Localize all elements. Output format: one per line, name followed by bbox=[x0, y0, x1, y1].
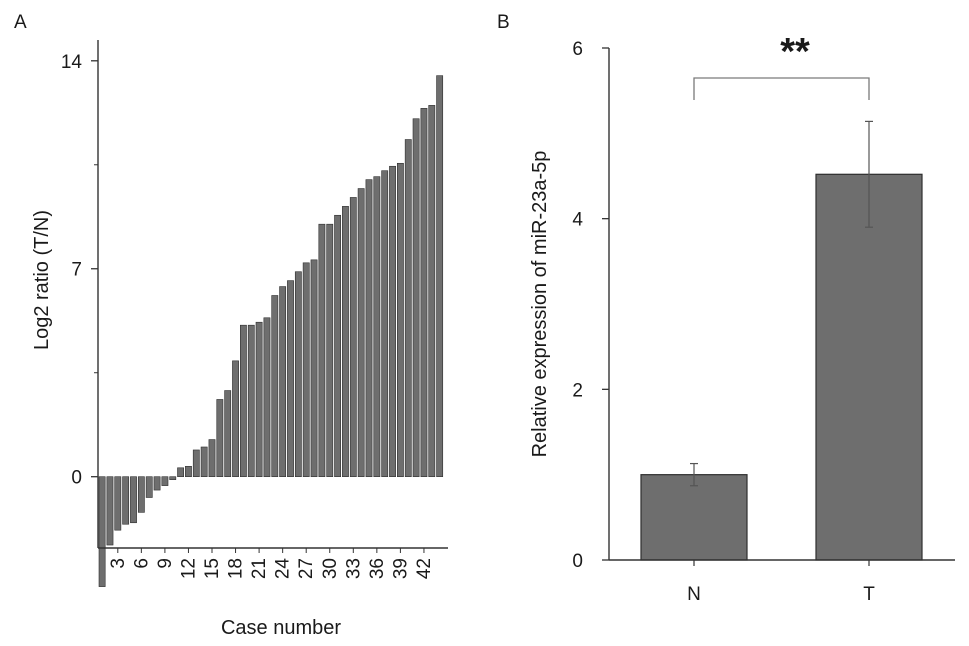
panel-a-bar-case-16 bbox=[216, 399, 224, 477]
panel-a-bar-case-26 bbox=[294, 271, 302, 477]
panel-a-bar-case-43 bbox=[428, 105, 436, 478]
panel-a-bar-case-19 bbox=[240, 324, 247, 477]
panel-a-bar-case-10 bbox=[169, 476, 177, 480]
significance-bracket bbox=[693, 77, 870, 100]
panel-a-x-tick-label: 3 bbox=[108, 558, 129, 569]
panel-a-bar-case-36 bbox=[373, 176, 381, 477]
panel-b-bar-N bbox=[640, 474, 748, 561]
panel-a-bar-case-8 bbox=[153, 476, 161, 491]
panel-a-bar-case-22 bbox=[263, 317, 271, 478]
panel-a-x-ticks: 3 6 9 12 15 18 21 24 27 30 33 36 39 42 bbox=[108, 548, 435, 579]
panel-a-bars bbox=[98, 75, 444, 587]
panel-a-bar-case-5 bbox=[130, 476, 137, 524]
panel-a-bar-case-21 bbox=[255, 321, 263, 477]
panel-a-bar-case-33 bbox=[349, 197, 357, 477]
panel-a-bar-case-6 bbox=[137, 476, 145, 513]
panel-a-bar-case-27 bbox=[302, 262, 310, 477]
panel-b-bar-T bbox=[815, 173, 923, 561]
panel-a-y-axis-title: Log2 ratio (T/N) bbox=[31, 210, 53, 350]
panel-a-bar-case-13 bbox=[192, 449, 200, 477]
significance-marker: ** bbox=[780, 31, 810, 73]
panel-b-x-tick-label-N: N bbox=[687, 584, 701, 605]
panel-a-x-axis-title: Case number bbox=[221, 617, 341, 639]
panel-a-bar-case-25 bbox=[287, 280, 294, 478]
panel-a-bar-case-38 bbox=[389, 165, 396, 477]
panel-a-bar-case-18 bbox=[232, 360, 239, 477]
panel-a-x-tick-label: 36 bbox=[367, 558, 388, 579]
panel-a-x-tick-label: 24 bbox=[273, 558, 294, 580]
panel-b-x-tick-label-T: T bbox=[863, 584, 875, 605]
panel-a-x-tick-label: 18 bbox=[226, 558, 247, 579]
panel-a-bar-case-39 bbox=[396, 162, 404, 478]
panel-a-bar-case-41 bbox=[412, 118, 420, 478]
panel-a-bar-case-37 bbox=[381, 170, 389, 477]
panel-a-bar-case-20 bbox=[247, 324, 255, 477]
panel-a-bar-case-35 bbox=[365, 179, 373, 478]
panel-a-x-tick-label: 21 bbox=[249, 558, 270, 579]
panel-a-bar-case-28 bbox=[310, 259, 318, 478]
panel-a-bar-case-32 bbox=[342, 206, 349, 477]
panel-a-y-tick-label: 0 bbox=[71, 468, 82, 489]
panel-b-y-tick-label: 0 bbox=[572, 551, 583, 572]
panel-a-x-tick-label: 27 bbox=[296, 558, 317, 579]
panel-a-x-tick-label: 6 bbox=[131, 558, 152, 569]
panel-b-y-tick-label: 4 bbox=[572, 210, 583, 231]
panel-b-y-tick-label: 2 bbox=[572, 380, 583, 401]
panel-a-bar-case-2 bbox=[106, 476, 114, 546]
panel-a-bar-case-34 bbox=[357, 188, 365, 477]
panel-a-letter: A bbox=[14, 12, 27, 33]
panel-a-x-tick-label: 30 bbox=[320, 558, 341, 579]
panel-a-bar-case-7 bbox=[145, 476, 153, 498]
panel-a-bar-case-30 bbox=[326, 223, 334, 477]
panel-a-bar-case-17 bbox=[224, 390, 232, 477]
panel-a-bar-case-15 bbox=[208, 439, 216, 478]
panel-a-bar-case-3 bbox=[114, 476, 122, 531]
panel-a-x-tick-label: 33 bbox=[343, 558, 364, 579]
panel-a-bar-case-42 bbox=[420, 108, 428, 477]
panel-b-letter: B bbox=[497, 12, 510, 33]
panel-a-y-tick-label: 7 bbox=[71, 260, 82, 281]
panel-a-bar-case-14 bbox=[200, 446, 208, 477]
panel-a-y-ticks: 0 7 14 bbox=[61, 52, 98, 489]
panel-b-error-bars bbox=[690, 120, 873, 487]
panel-a-y-tick-label: 14 bbox=[61, 52, 83, 73]
panel-b-y-axis-title: Relative expression of miR-23a-5p bbox=[529, 151, 551, 458]
panel-a-x-tick-label: 15 bbox=[202, 558, 223, 579]
panel-a-bar-case-44 bbox=[436, 75, 444, 477]
panel-a-bar-case-4 bbox=[122, 476, 130, 525]
panel-a-x-tick-label: 42 bbox=[414, 558, 435, 579]
panel-a-bar-case-12 bbox=[185, 465, 192, 477]
panel-b-y-tick-label: 6 bbox=[572, 39, 583, 60]
panel-a-bar-case-11 bbox=[177, 467, 184, 478]
panel-a-x-tick-label: 12 bbox=[178, 558, 199, 579]
panel-a-x-tick-label: 39 bbox=[390, 558, 411, 579]
panel-a-bar-case-9 bbox=[161, 476, 169, 486]
panel-a-bar-case-29 bbox=[318, 223, 326, 477]
panel-a-bar-case-24 bbox=[279, 286, 287, 478]
panel-a-bar-case-31 bbox=[334, 214, 341, 477]
panel-a-bar-case-1 bbox=[98, 476, 106, 587]
panel-b-y-ticks: 0 2 4 6 bbox=[572, 39, 609, 572]
panel-a-bar-case-40 bbox=[404, 139, 412, 477]
panel-b-bars bbox=[640, 173, 923, 561]
panel-a-x-tick-label: 9 bbox=[155, 558, 176, 569]
panel-a-bar-case-23 bbox=[271, 295, 279, 478]
